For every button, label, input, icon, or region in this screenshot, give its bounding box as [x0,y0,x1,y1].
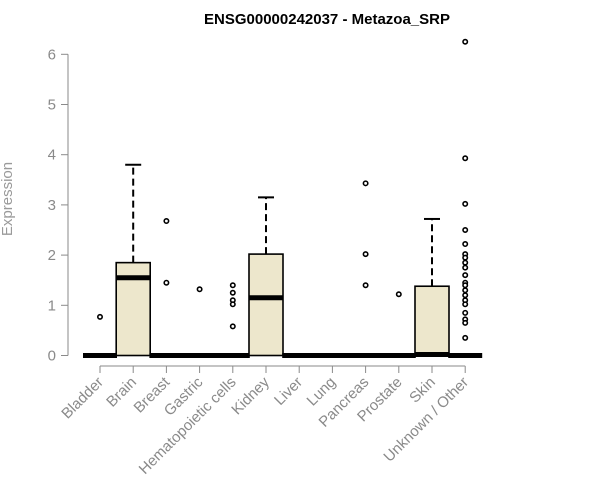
y-tick-label-1: 1 [48,297,56,314]
chart-title: ENSG00000242037 - Metazoa_SRP [204,11,450,28]
outlier-point-0-0 [97,313,104,320]
box-group-9 [381,291,416,358]
box-group-8 [348,180,383,358]
y-tick-label-0: 0 [48,348,56,365]
box-group-10 [414,217,450,357]
outlier-point-11-16 [462,309,469,316]
outlier-point-11-0 [462,38,469,45]
outlier-point-11-18 [462,319,469,326]
box-series [83,38,483,358]
outlier-point-11-2 [462,200,469,207]
outlier-point-11-12 [462,287,469,294]
outlier-point-3-0 [196,286,203,293]
outlier-point-4-4 [229,323,236,330]
y-axis-label: Expression [0,162,16,236]
box-group-5 [248,196,284,357]
outlier-point-11-8 [462,264,469,271]
outlier-point-4-3 [229,301,236,308]
outlier-point-11-4 [462,241,469,248]
box-body-5 [248,253,284,357]
x-tick-label-6: Liver [271,374,306,409]
outlier-point-11-13 [462,292,469,299]
box-group-1 [115,163,151,357]
outlier-point-4-1 [229,289,236,296]
box-group-3 [182,286,217,358]
outlier-point-4-0 [229,282,236,289]
outlier-point-11-7 [462,259,469,266]
y-axis: 0 1 2 3 4 5 6 [48,46,69,365]
y-tick-label-6: 6 [48,46,56,63]
outlier-point-8-2 [362,282,369,289]
box-group-0 [83,313,117,358]
x-tick-label-5: Kidney [228,373,273,418]
y-tick-label-4: 4 [48,147,56,164]
y-tick-label-5: 5 [48,97,56,114]
box-body-10 [414,285,450,357]
outlier-point-11-11 [462,282,469,289]
outlier-point-11-9 [462,272,469,279]
x-tick-label-0: Bladder [58,374,107,423]
outlier-point-11-3 [462,227,469,234]
outlier-point-2-1 [163,279,170,286]
outlier-point-11-15 [462,301,469,308]
outlier-point-8-0 [362,180,369,187]
y-tick-label-3: 3 [48,197,56,214]
y-tick-label-2: 2 [48,247,56,264]
outlier-point-11-19 [462,334,469,341]
outlier-point-8-1 [362,251,369,258]
outlier-point-9-0 [395,291,402,298]
box-group-4 [215,282,250,358]
outlier-point-2-0 [163,217,170,224]
box-group-2 [149,217,184,358]
outlier-point-11-6 [462,254,469,261]
box-group-11 [448,38,483,358]
outlier-point-11-1 [462,155,469,162]
